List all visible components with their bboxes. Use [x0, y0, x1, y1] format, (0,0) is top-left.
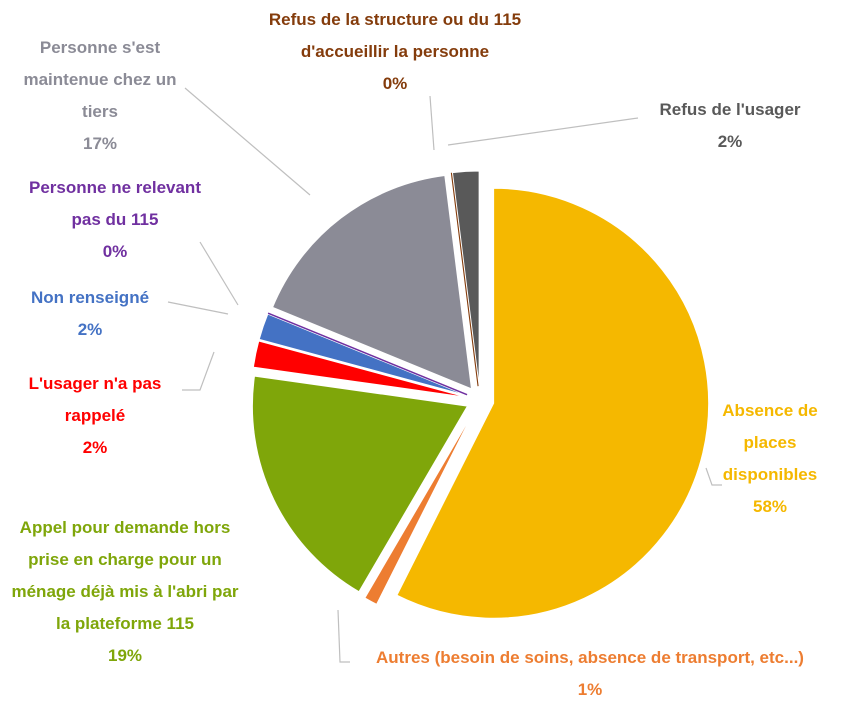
slice-name: Refus de la structure ou du 115 d'accuei…	[268, 10, 522, 61]
leader-line	[705, 467, 722, 486]
slice-name: Personne ne relevant pas du 115	[29, 178, 201, 229]
pie-slice	[364, 412, 474, 605]
leader-line	[167, 301, 229, 315]
slice-value: 2%	[77, 320, 103, 339]
leader-line	[429, 95, 435, 151]
leader-line	[447, 117, 639, 146]
slice-name: Refus de l'usager	[659, 100, 801, 119]
pie-slice	[252, 340, 467, 398]
leader-line	[182, 351, 215, 391]
slice-value: 19%	[107, 646, 143, 665]
slice-name: Appel pour demande hors prise en charge …	[11, 518, 239, 633]
slice-label: Refus de l'usager 2%	[630, 94, 830, 158]
slice-label: Autres (besoin de soins, absence de tran…	[310, 642, 863, 706]
slice-value: 58%	[752, 497, 788, 516]
slice-value: 1%	[577, 680, 603, 699]
slice-name: Personne s'est maintenue chez un tiers	[23, 38, 177, 121]
pie-slice	[251, 375, 469, 593]
slice-label: Personne s'est maintenue chez un tiers 17…	[10, 32, 190, 160]
slice-label: Appel pour demande hors prise en charge …	[8, 512, 243, 672]
leader-line	[337, 609, 350, 663]
slice-value: 0%	[102, 242, 128, 261]
slice-label: Personne ne relevant pas du 115 0%	[15, 172, 215, 268]
slice-value: 2%	[717, 132, 743, 151]
slice-name: Absence de places disponibles	[722, 401, 818, 484]
pie-slice	[271, 174, 473, 390]
pie-slice	[396, 187, 710, 619]
slice-label: L'usager n'a pas rappelé 2%	[10, 368, 180, 464]
leader-line	[184, 87, 311, 196]
slice-name: L'usager n'a pas rappelé	[28, 374, 162, 425]
slice-name: Autres (besoin de soins, absence de tran…	[376, 648, 804, 667]
pie-slice	[258, 313, 467, 396]
slice-label: Absence de places disponibles 58%	[715, 395, 825, 523]
slice-value: 2%	[82, 438, 108, 457]
slice-value: 0%	[382, 74, 408, 93]
slice-name: Non renseigné	[30, 288, 150, 307]
leader-line	[199, 241, 239, 306]
slice-label: Refus de la structure ou du 115 d'accuei…	[245, 4, 545, 100]
pie-slice	[451, 170, 480, 387]
slice-value: 17%	[82, 134, 118, 153]
leader-lines	[167, 87, 722, 663]
slice-label: Non renseigné 2%	[5, 282, 175, 346]
